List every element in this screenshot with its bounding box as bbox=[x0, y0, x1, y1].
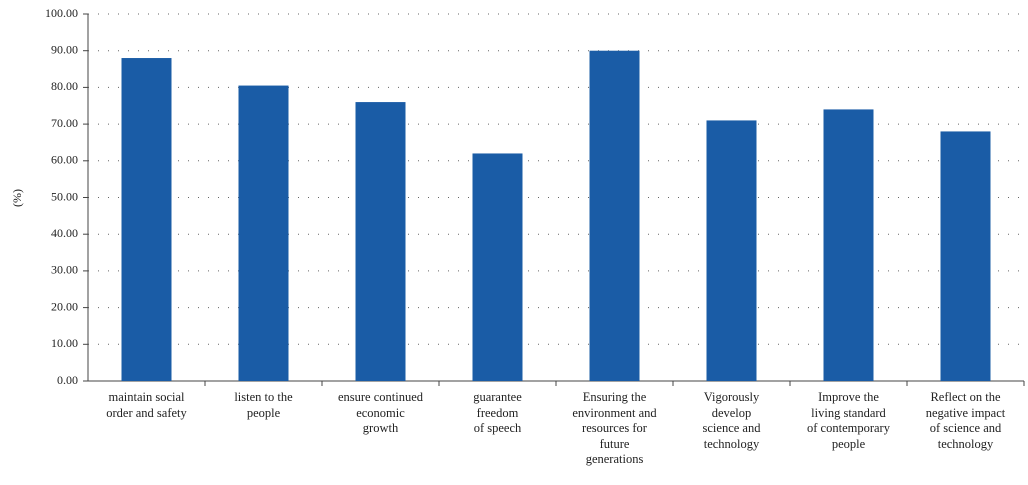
x-tick-label: Improve the living standard of contempor… bbox=[807, 390, 890, 451]
x-tick-label: maintain social order and safety bbox=[106, 390, 187, 420]
bar bbox=[355, 102, 406, 381]
bar bbox=[472, 153, 523, 381]
x-tick-label: Ensuring the environment and resources f… bbox=[572, 390, 657, 466]
x-tick-label: guarantee freedom of speech bbox=[473, 390, 522, 435]
x-tick-label: Vigorously develop science and technolog… bbox=[702, 390, 761, 451]
x-tick-label: Reflect on the negative impact of scienc… bbox=[925, 390, 1006, 451]
x-tick-label: listen to the people bbox=[234, 390, 293, 420]
y-tick-label: 30.00 bbox=[51, 263, 78, 277]
y-tick-label: 100.00 bbox=[45, 6, 78, 20]
x-tick-label: ensure continued economic growth bbox=[337, 390, 424, 435]
y-tick-label: 20.00 bbox=[51, 299, 78, 313]
bar bbox=[940, 131, 991, 381]
y-tick-label: 40.00 bbox=[51, 226, 78, 240]
bar bbox=[121, 58, 172, 381]
y-tick-label: 90.00 bbox=[51, 42, 78, 56]
bar bbox=[706, 120, 757, 382]
y-tick-label: 10.00 bbox=[51, 336, 78, 350]
y-tick-label: 60.00 bbox=[51, 153, 78, 167]
y-axis-label: (%) bbox=[10, 189, 24, 207]
bar bbox=[589, 50, 640, 381]
y-tick-label: 70.00 bbox=[51, 116, 78, 130]
y-tick-label: 80.00 bbox=[51, 79, 78, 93]
y-tick-label: 0.00 bbox=[57, 373, 78, 387]
bar bbox=[238, 85, 289, 381]
y-tick-label: 50.00 bbox=[51, 189, 78, 203]
bar bbox=[823, 109, 874, 382]
